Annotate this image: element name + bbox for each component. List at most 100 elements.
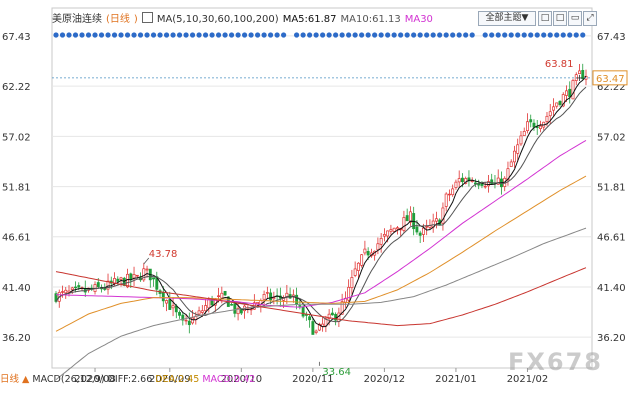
event-marker-dot	[228, 32, 235, 38]
candle-body	[568, 88, 572, 98]
macd-value: MACD:0.42	[202, 374, 256, 385]
y-tick-label-left: 46.61	[2, 233, 31, 244]
candle-body	[145, 268, 149, 271]
event-marker-dot	[417, 32, 423, 38]
candle-body	[441, 207, 445, 224]
candle-body	[200, 310, 204, 313]
period-selector[interactable]: (日线)	[106, 14, 138, 25]
y-tick-label-left: 67.43	[2, 32, 31, 43]
event-marker-dot	[502, 32, 508, 38]
x-tick-label: 2021/01	[435, 374, 477, 385]
candle-body	[363, 248, 367, 254]
candle-body	[487, 181, 490, 187]
event-marker-dot	[411, 32, 417, 38]
event-marker-dot	[573, 32, 579, 38]
fullscreen-button[interactable]: ⤢	[583, 11, 597, 26]
event-marker-dot	[131, 32, 137, 38]
footer-period[interactable]: 日线	[0, 374, 20, 385]
event-marker-dot	[495, 32, 501, 38]
square-icon: □	[540, 13, 550, 23]
event-marker-dot	[346, 32, 352, 38]
event-marker-dot	[163, 32, 170, 38]
event-marker-dot	[118, 32, 124, 38]
candle-body	[360, 254, 364, 266]
candle-body	[353, 268, 357, 276]
event-marker-dot	[456, 32, 462, 38]
event-marker-dot	[215, 32, 222, 38]
event-marker-dot	[209, 32, 215, 38]
event-marker-dot	[170, 32, 176, 38]
candle-body	[168, 299, 172, 310]
ma60-line	[55, 175, 587, 332]
candle-body	[103, 288, 107, 290]
candle-body	[402, 217, 406, 231]
x-tick-label: 2020/12	[364, 374, 406, 385]
candle-body	[571, 80, 575, 100]
candle-body	[223, 290, 227, 296]
event-marker-dot	[450, 32, 456, 38]
square-icon: ▭	[570, 13, 580, 23]
ma30-value: MA30	[404, 14, 433, 25]
square-icon: □	[555, 13, 565, 23]
candle-body	[152, 277, 155, 280]
theme-dropdown[interactable]: 全部主题▼	[478, 11, 536, 26]
layout-button-2[interactable]: □	[553, 11, 567, 26]
x-tick-label: 2020/11	[292, 374, 334, 385]
event-marker-dot	[320, 32, 326, 38]
ma10-line	[55, 86, 587, 323]
candle-body	[204, 305, 208, 312]
current-price-label: 63.47	[596, 74, 625, 85]
y-tick-label-right: 46.61	[597, 233, 626, 244]
candle-body	[526, 121, 529, 132]
candle-body	[272, 297, 276, 300]
candle-body	[421, 227, 425, 235]
candle-body	[269, 292, 273, 301]
event-marker-dot	[307, 32, 313, 38]
event-marker-dot	[391, 32, 397, 38]
candle-body	[496, 177, 500, 185]
layout-button-3[interactable]: ▭	[568, 11, 582, 26]
candle-body	[181, 314, 185, 321]
y-tick-label-left: 62.22	[2, 82, 31, 93]
event-marker-dot	[404, 32, 410, 38]
y-tick-label-right: 51.81	[597, 183, 626, 194]
candle-body	[578, 70, 581, 75]
event-marker-dot	[521, 32, 527, 38]
event-marker-dot	[482, 32, 488, 38]
event-marker-dot	[300, 32, 306, 38]
candle-body	[460, 177, 464, 183]
macd-dea: DEA:2.45	[155, 374, 200, 385]
candle-body	[558, 100, 562, 105]
candle-body	[350, 277, 354, 289]
high-label: 43.78	[149, 249, 178, 260]
y-tick-label-right: 41.40	[597, 283, 626, 294]
y-tick-label-left: 57.02	[2, 132, 31, 143]
chevron-down-icon: ▼	[521, 13, 529, 23]
candle-body	[165, 300, 169, 304]
ma-indicator-label: MA(5,10,30,60,100,200)	[156, 14, 279, 25]
candle-body	[262, 294, 266, 300]
event-marker-dot	[430, 32, 436, 38]
recent-high-label: 63.81	[545, 59, 574, 70]
candle-body	[236, 307, 240, 315]
candle-body	[64, 289, 68, 294]
indicator-toggle-icon[interactable]	[141, 12, 153, 23]
event-marker-dot	[59, 32, 66, 38]
candle-body	[54, 293, 58, 302]
layout-button-1[interactable]: □	[538, 11, 552, 26]
candle-body	[382, 234, 386, 237]
y-tick-label-left: 41.40	[2, 283, 31, 294]
candle-body	[298, 305, 302, 307]
event-marker-dot	[66, 32, 72, 38]
candle-body	[197, 310, 201, 315]
candle-body	[330, 312, 334, 316]
caret-up-icon[interactable]: ▲	[22, 374, 30, 385]
ma5-value: MA5:61.87	[282, 14, 337, 25]
candle-body	[340, 301, 344, 315]
event-marker-dot	[534, 32, 540, 38]
candle-body	[61, 291, 64, 293]
ma5-line	[55, 75, 587, 328]
candle-body	[161, 291, 165, 302]
event-marker-dot	[339, 32, 345, 38]
